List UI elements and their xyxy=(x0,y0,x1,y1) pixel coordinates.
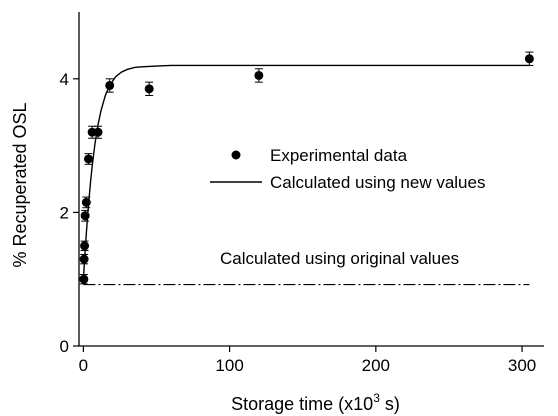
data-point xyxy=(80,209,90,222)
y-ticks: 0 2 4 xyxy=(60,70,79,356)
legend-marker-experimental xyxy=(231,150,241,160)
y-tick-label: 0 xyxy=(60,337,69,356)
data-point xyxy=(79,253,89,265)
x-axis-label-suffix: s) xyxy=(380,394,400,414)
data-point xyxy=(93,125,103,139)
legend-label-new-values: Calculated using new values xyxy=(270,173,485,192)
point-marker xyxy=(144,84,154,94)
point-marker xyxy=(93,127,103,137)
line-new-values xyxy=(82,64,530,280)
series-layer xyxy=(79,51,534,286)
point-marker xyxy=(80,241,90,251)
x-tick-label: 300 xyxy=(508,356,536,375)
data-point xyxy=(80,240,90,251)
y-tick-label: 4 xyxy=(60,70,69,89)
x-axis-label: Storage time (x103 s) xyxy=(231,391,400,414)
y-tick-label: 2 xyxy=(60,203,69,222)
data-point xyxy=(81,196,91,209)
experimental-points xyxy=(79,51,534,285)
point-marker xyxy=(254,70,264,80)
data-point xyxy=(84,153,94,165)
data-point xyxy=(79,274,89,285)
point-marker xyxy=(79,254,89,264)
data-point xyxy=(524,51,534,66)
x-tick-label: 200 xyxy=(362,356,390,375)
legend-label-experimental: Experimental data xyxy=(270,146,408,165)
point-marker xyxy=(79,274,89,284)
point-marker xyxy=(84,154,94,164)
point-marker xyxy=(81,197,91,207)
x-tick-label: 100 xyxy=(215,356,243,375)
x-axis-label-superscript: 3 xyxy=(373,391,380,405)
y-axis-label: % Recuperated OSL xyxy=(10,102,30,267)
data-point xyxy=(254,68,264,83)
x-axis-label-main: Storage time (x10 xyxy=(231,394,373,414)
point-marker xyxy=(524,54,534,64)
point-marker xyxy=(105,80,115,90)
data-point xyxy=(105,78,115,93)
point-marker xyxy=(80,211,90,221)
x-tick-label: 0 xyxy=(79,356,88,375)
data-point xyxy=(144,81,154,96)
annotation-original-values: Calculated using original values xyxy=(220,249,459,268)
axes: 0 100 200 300 0 2 4 xyxy=(60,12,544,375)
x-ticks: 0 100 200 300 xyxy=(79,346,536,375)
legend: Experimental data Calculated using new v… xyxy=(210,146,485,192)
